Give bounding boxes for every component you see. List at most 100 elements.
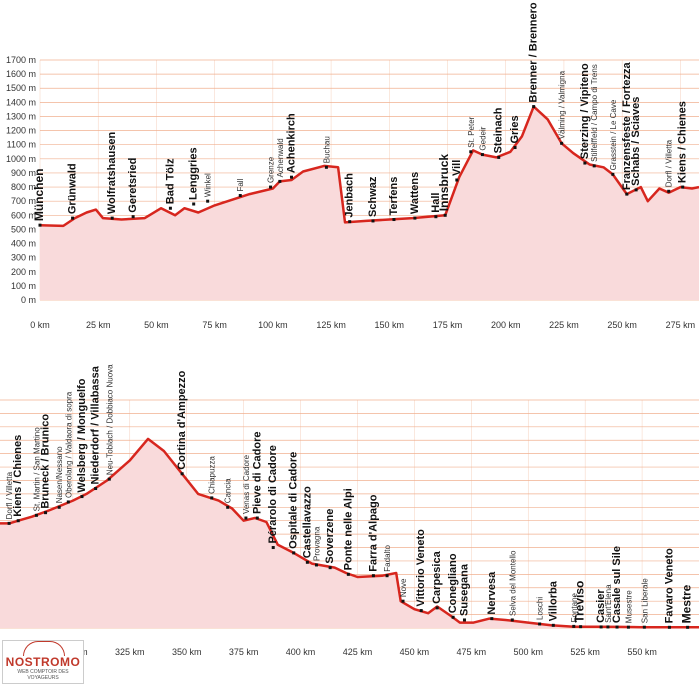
place-marker	[34, 513, 38, 517]
place-label: Venas di Cadore	[242, 454, 251, 514]
x-tick-label: 0 km	[30, 320, 50, 330]
x-tick-label: 125 km	[316, 320, 346, 330]
place-label: Dorfl / Villetta	[665, 139, 674, 187]
place-label: Pérarolo di Cadore	[267, 445, 279, 543]
place-marker	[681, 185, 685, 189]
place-marker	[192, 202, 196, 206]
y-tick-label: 1400 m	[6, 97, 36, 107]
place-label: Ponte nelle Alpi	[342, 488, 354, 570]
place-label: Favaro Veneto	[663, 548, 675, 623]
place-label: Gedeir	[478, 126, 487, 150]
place-label: Grünwald	[67, 163, 79, 214]
place-label: Lenggries	[188, 147, 200, 200]
place-label: Sant'Elena	[604, 584, 613, 623]
place-label: Musestre	[624, 590, 633, 623]
place-marker	[371, 219, 375, 223]
y-tick-label: 700 m	[11, 196, 36, 206]
place-label: Casier	[595, 589, 607, 623]
place-marker	[328, 566, 332, 570]
place-label: Välming / Valmigna	[558, 70, 567, 139]
x-tick-label: 50 km	[144, 320, 169, 330]
place-label: Ospitale di Cadore	[288, 452, 300, 549]
place-marker	[513, 146, 517, 150]
place-label: Innsbruck	[437, 154, 451, 212]
logo-emblem-icon	[23, 641, 65, 656]
place-marker	[625, 192, 629, 196]
x-tick-label: 375 km	[229, 647, 259, 657]
place-label: Bruneck / Brunico	[40, 414, 52, 509]
place-label: Geretsried	[127, 158, 139, 213]
place-marker	[206, 199, 210, 203]
elevation-line	[39, 105, 699, 228]
x-tick-label: 500 km	[513, 647, 543, 657]
place-label: Hall	[430, 193, 442, 213]
logo-brand: NOSTROMO	[5, 655, 81, 669]
y-tick-label: 1100 m	[7, 140, 36, 150]
x-tick-label: 400 km	[286, 647, 316, 657]
x-tick-label: 425 km	[343, 647, 373, 657]
place-label: Nervesa	[486, 571, 498, 615]
place-label: Fadalto	[383, 544, 392, 571]
place-label: Casale sul Sile	[611, 546, 623, 623]
place-label: Schabs / Sciaves	[630, 97, 642, 186]
place-label: Wattens	[409, 172, 421, 214]
place-label: San Liberale	[640, 578, 649, 623]
place-label: Jenbach	[344, 173, 356, 218]
place-marker	[57, 505, 61, 509]
place-marker	[443, 213, 447, 217]
y-tick-label: 100 m	[11, 281, 36, 291]
place-label: Grenze	[267, 156, 276, 183]
place-marker	[490, 617, 494, 621]
place-label: St. Martin / San Martino	[32, 427, 41, 512]
place-marker	[560, 141, 564, 145]
y-tick-label: 0 m	[21, 295, 36, 305]
y-tick-label: 1600 m	[6, 69, 36, 79]
elevation-area	[40, 106, 699, 300]
place-marker	[305, 560, 309, 564]
x-tick-label: 175 km	[433, 320, 463, 330]
place-marker	[255, 516, 259, 520]
elevation-area	[0, 438, 699, 628]
x-tick-label: 350 km	[172, 647, 202, 657]
place-label: Farra d'Alpago	[367, 494, 379, 571]
nostromo-logo: NOSTROMO WEB COMPTOIR DES VOYAGEURS	[2, 640, 84, 684]
y-tick-label: 1500 m	[6, 83, 36, 93]
place-label: Castellavazzo	[301, 486, 313, 558]
y-tick-label: 800 m	[11, 182, 36, 192]
place-marker	[269, 185, 273, 189]
place-label: Neu-Toblach / Dobbiaco Nuova	[105, 364, 114, 475]
place-marker	[168, 206, 172, 210]
place-marker	[271, 546, 275, 550]
place-label: Oberolang / Valdaora di sopra	[64, 391, 73, 498]
place-label: Kiens / Chienes	[12, 435, 24, 517]
place-label: Dorfl / Villetta	[5, 471, 14, 519]
panel-1: 0 m 100 m 200 m 300 m 400 m 500 m 600 m 700 m 80…	[6, 2, 699, 330]
place-label: Niederdorf / Villabassa	[90, 365, 102, 484]
place-marker	[324, 165, 328, 169]
place-label: Bad Tölz	[164, 158, 176, 204]
place-marker	[7, 521, 11, 525]
place-label: Susegana	[458, 563, 470, 616]
place-label: Stilfelffeld / Campo di Trens	[590, 64, 599, 162]
y-tick-label: 1700 m	[6, 55, 36, 65]
place-label: Treviso	[573, 581, 587, 623]
place-label: Terfens	[388, 177, 400, 216]
place-label: Achenwald	[276, 138, 285, 177]
place-label: Cancia	[224, 478, 233, 503]
place-marker	[131, 215, 135, 219]
place-marker	[634, 188, 638, 192]
place-label: Fontane	[570, 592, 579, 622]
place-marker	[510, 618, 514, 622]
place-marker	[532, 105, 536, 109]
x-tick-label: 250 km	[607, 320, 637, 330]
place-label: Conegliano	[447, 553, 459, 613]
place-marker	[667, 625, 671, 629]
place-marker	[419, 609, 423, 613]
place-label: Loschi	[536, 597, 545, 620]
place-marker	[401, 599, 405, 603]
place-label: Buchau	[322, 136, 331, 163]
place-marker	[371, 574, 375, 578]
x-tick-label: 150 km	[375, 320, 405, 330]
place-marker	[497, 155, 501, 159]
y-tick-label: 600 m	[11, 210, 36, 220]
